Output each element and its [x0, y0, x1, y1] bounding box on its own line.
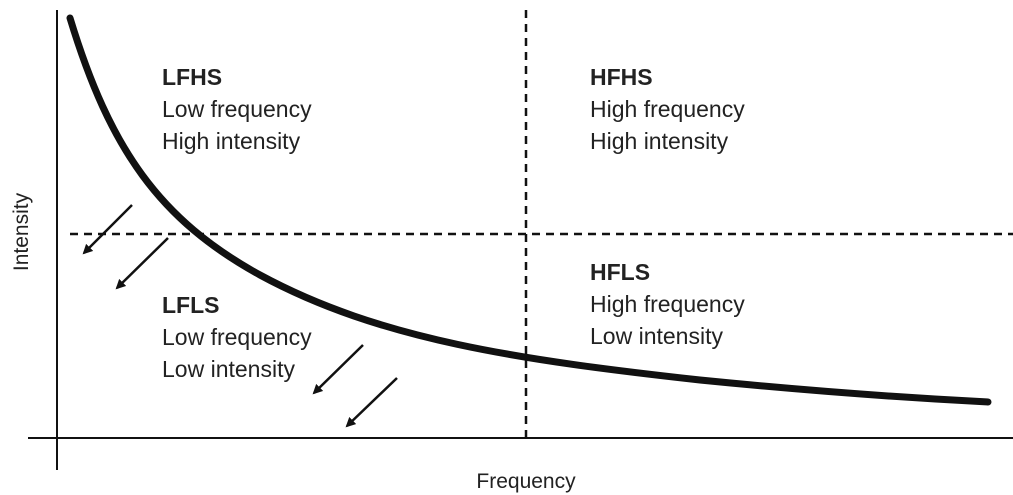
- quadrant-text: High intensity: [162, 128, 301, 154]
- quadrant-text: High intensity: [590, 128, 729, 154]
- arrow: [115, 237, 169, 290]
- quadrant-title: LFLS: [162, 292, 220, 318]
- quadrant-text: Low frequency: [162, 96, 312, 122]
- quadrant-title: HFLS: [590, 259, 650, 285]
- arrow: [312, 344, 364, 395]
- quadrant-text: High frequency: [590, 96, 745, 122]
- y-axis-label: Intensity: [10, 192, 33, 271]
- quadrant-text: High frequency: [590, 291, 745, 317]
- quadrant-title: HFHS: [590, 64, 653, 90]
- arrow: [345, 377, 398, 428]
- curve: [66, 14, 992, 406]
- x-axis-label: Frequency: [476, 470, 576, 493]
- arrow: [82, 204, 133, 255]
- arrows: [82, 204, 398, 428]
- quadrant-title: LFHS: [162, 64, 222, 90]
- quadrant-text: Low intensity: [590, 323, 723, 349]
- quadrant-text: Low intensity: [162, 356, 295, 382]
- quadrant-text: Low frequency: [162, 324, 312, 350]
